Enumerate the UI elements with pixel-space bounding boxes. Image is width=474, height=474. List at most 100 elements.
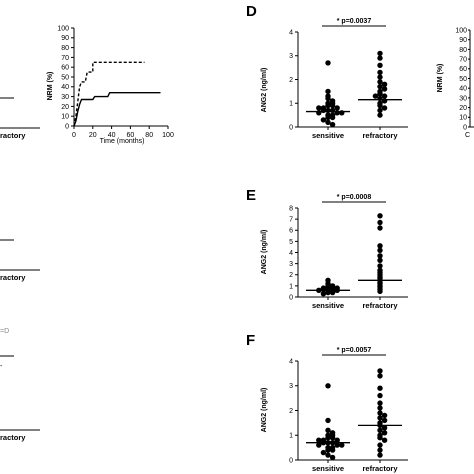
panel-d-data-point-refractory xyxy=(377,62,383,68)
panel-e-y-tick-label: 2 xyxy=(289,272,293,279)
panel-d-data-point-sensitive xyxy=(329,102,336,109)
right-nrm-y-tick-label: 90 xyxy=(459,37,467,44)
panel-f-data-point-refractory xyxy=(381,430,388,436)
left-fragments: ractory ractory =D - ractory xyxy=(0,97,40,442)
panel-e-data-point-refractory xyxy=(377,257,383,263)
panel-d-data-point-refractory xyxy=(377,95,383,102)
panel-d-data-point-refractory xyxy=(377,55,383,61)
panel-d-data-point-sensitive xyxy=(329,121,336,128)
panel-d-data-point-refractory xyxy=(377,69,383,76)
panel-e-y-tick-label: 0 xyxy=(289,294,293,301)
panel-f-data-point-refractory xyxy=(377,442,383,448)
panel-e-data-point-refractory xyxy=(377,219,383,226)
panel-f-data-point-sensitive xyxy=(334,437,340,443)
panel-d-data-point-refractory xyxy=(372,93,379,99)
panel-d-data-point-refractory xyxy=(381,86,388,92)
panel-f-data-point-refractory xyxy=(377,368,383,374)
panel-f-data-point-refractory xyxy=(377,392,383,399)
panel-d-data-point-sensitive xyxy=(320,117,327,123)
panel-e-data-point-refractory xyxy=(377,225,383,231)
panel-f-data-point-refractory xyxy=(381,437,388,443)
panel-d-data-point-sensitive xyxy=(325,88,331,95)
panel-e-data-point-refractory xyxy=(377,263,383,269)
panel-d-data-point-sensitive xyxy=(329,114,336,121)
panel-f-p-value: * p=0.0057 xyxy=(337,347,372,354)
km-x-axis-label: Time (months) xyxy=(100,138,145,145)
panel-e-data-point-refractory xyxy=(377,288,383,295)
km-series-solid-line xyxy=(73,92,161,127)
panel-d-data-point-refractory xyxy=(377,107,383,114)
km-y-tick-label: 80 xyxy=(61,45,69,52)
panel-e-y-axis-label: ANG2 (ng/ml) xyxy=(261,230,268,275)
panel-e-y-tick-label: 1 xyxy=(289,283,293,290)
right-nrm-y-tick-label: 100 xyxy=(455,27,467,34)
panel-e-data-point-refractory xyxy=(377,213,383,219)
panel-f-data-point-sensitive xyxy=(325,383,331,389)
panel-f-data-point-sensitive xyxy=(329,447,336,453)
left-fragment-mark-1: =D xyxy=(0,328,9,335)
panel-e-scatter: E ANG2 (ng/ml) 0 1 2 3 4 5 6 7 8 sensitive refract… xyxy=(246,187,408,310)
panel-f-y-tick-label: 2 xyxy=(289,408,293,415)
panel-f-data-point-refractory xyxy=(377,427,383,433)
panel-e-letter: E xyxy=(246,187,256,204)
panel-e-category-label-refractory: refractory xyxy=(362,301,398,310)
panel-d-data-point-refractory xyxy=(381,81,388,88)
panel-e-data-point-refractory xyxy=(377,243,383,249)
right-nrm-y-tick-label: 0 xyxy=(463,124,467,131)
panel-e-y-tick-label: 8 xyxy=(289,205,293,212)
left-fragment-mark-2: - xyxy=(0,363,3,370)
right-nrm-y-tick-label: 70 xyxy=(459,57,467,64)
panel-f-data-point-refractory xyxy=(377,373,383,379)
panel-d-y-tick-label: 4 xyxy=(289,29,293,36)
panel-f-data-point-refractory xyxy=(377,452,383,458)
right-nrm-y-tick-label: 10 xyxy=(459,115,467,122)
panel-d-y-tick-label: 0 xyxy=(289,124,293,131)
panel-d-scatter: D ANG2 (ng/ml) 0 1 2 3 4 sensitive refractory *… xyxy=(246,3,408,140)
panel-f-data-point-sensitive xyxy=(320,449,327,456)
panel-e-y-tick-label: 4 xyxy=(289,250,293,257)
panel-e-y-tick-label: 6 xyxy=(289,228,293,235)
panel-f-data-point-sensitive xyxy=(334,442,340,448)
panel-d-data-point-refractory xyxy=(381,93,388,99)
panel-f-data-point-sensitive xyxy=(339,442,345,448)
panel-f-y-axis-label: ANG2 (ng/ml) xyxy=(261,388,268,433)
panel-d-data-point-sensitive xyxy=(325,119,331,126)
right-nrm-y-tick-label: 30 xyxy=(459,95,467,102)
panel-f-data-point-sensitive xyxy=(325,417,331,424)
km-y-tick-label: 10 xyxy=(61,114,69,121)
panel-d-p-value: * p=0.0037 xyxy=(337,18,372,25)
right-nrm-bottom-fragment: C xyxy=(465,132,470,139)
right-nrm-y-axis-label: NRM (%) xyxy=(437,64,444,93)
km-y-tick-label: 70 xyxy=(61,55,69,62)
panel-d-data-point-sensitive xyxy=(325,114,331,121)
panel-e-y-tick-label: 5 xyxy=(289,239,293,246)
right-nrm-y-tick-label: 40 xyxy=(459,86,467,93)
panel-f-y-tick-label: 1 xyxy=(289,433,293,440)
panel-f-data-point-refractory xyxy=(381,417,388,424)
panel-f-data-point-sensitive xyxy=(325,452,331,458)
km-x-tick-label: 40 xyxy=(108,132,116,139)
panel-d-category-label-refractory: refractory xyxy=(362,131,398,140)
km-y-tick-label: 100 xyxy=(57,25,69,32)
km-y-tick-label: 20 xyxy=(61,104,69,111)
panel-d-y-axis-label: ANG2 (ng/ml) xyxy=(261,68,268,113)
panel-f-data-point-refractory xyxy=(377,400,383,406)
panel-d-data-point-sensitive xyxy=(325,102,331,109)
panel-d-letter: D xyxy=(246,3,257,20)
panel-e-y-tick-label: 7 xyxy=(289,217,293,224)
panel-d-data-point-refractory xyxy=(377,83,383,90)
panel-f-data-point-sensitive xyxy=(316,437,322,443)
panel-e-y-tick-label: 3 xyxy=(289,261,293,268)
panel-d-data-point-refractory xyxy=(377,79,383,85)
panel-f-data-point-refractory xyxy=(377,435,383,441)
panel-f-data-point-sensitive xyxy=(325,427,331,433)
km-series-dashed-line xyxy=(73,61,145,127)
panel-d-data-point-refractory xyxy=(377,91,383,97)
km-y-tick-label: 30 xyxy=(61,94,69,101)
panel-d-data-point-sensitive xyxy=(316,110,322,116)
left-fragment-label-1: ractory xyxy=(0,131,26,140)
panel-d-y-tick-label: 3 xyxy=(289,53,293,60)
panel-d-data-point-sensitive xyxy=(334,110,340,116)
